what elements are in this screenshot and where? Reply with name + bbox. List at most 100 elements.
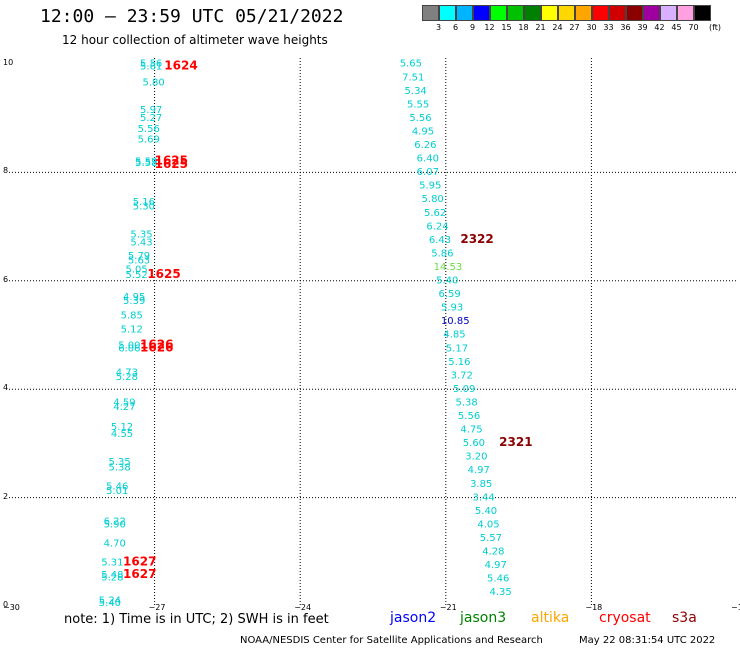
color-swatch-label: 42 (654, 23, 665, 32)
wave-height-value: 5.38 (108, 463, 130, 474)
map-subtitle: 12 hour collection of altimeter wave hei… (62, 33, 328, 47)
lat-tick-label: 0 (3, 600, 9, 609)
color-swatch-label: 30 (586, 23, 597, 32)
lat-tick-label: 10 (3, 58, 14, 67)
lon-tick-label: −18 (585, 603, 603, 612)
wave-height-value: 4.35 (489, 587, 511, 598)
lon-tick-label: −27 (148, 603, 166, 612)
pass-time-label: 1627 (123, 554, 156, 568)
pass-time-label: 2322 (460, 232, 493, 246)
lon-tick-label: −30 (3, 603, 20, 612)
wave-height-value: 4.97 (485, 560, 507, 571)
wave-height-value: 5.63 (128, 255, 150, 266)
wave-height-value: 5.12 (111, 422, 133, 433)
footer-note: note: 1) Time is in UTC; 2) SWH is in fe… (64, 612, 329, 627)
lat-lon-grid (9, 58, 737, 606)
color-swatch (626, 5, 643, 21)
satellite-legend-item: jason3 (460, 610, 507, 626)
color-swatch (694, 5, 711, 21)
wave-height-value: 4.75 (460, 425, 482, 436)
wave-height-value: 5.43 (130, 238, 152, 249)
pass-time-label: 1625 (155, 153, 188, 167)
altimeter-map: 5.565.615.805.975.275.565.695.595.585.16… (9, 58, 737, 606)
lat-tick-label: 4 (3, 383, 9, 393)
satellite-legend-item: altika (531, 610, 570, 626)
wave-height-value: 5.48 (101, 570, 123, 581)
satellite-legend-item: jason2 (390, 610, 437, 626)
color-swatch-label: 27 (569, 23, 580, 32)
wave-height-value: 4.73 (116, 368, 138, 379)
wave-height-value: 14.53 (434, 262, 463, 273)
color-swatch-label: 3 (435, 23, 442, 32)
color-swatch-label: 15 (501, 23, 512, 32)
wave-height-value: 5.09 (453, 384, 475, 395)
pass-time-label: 1624 (164, 58, 197, 72)
wave-height-value: 6.59 (439, 289, 461, 300)
color-swatch-label: 12 (484, 23, 495, 32)
wave-height-value: 5.16 (448, 357, 470, 368)
map-title: 12:00 — 23:59 UTC 05/21/2022 (40, 6, 344, 27)
wave-height-value: 5.24 (99, 595, 121, 606)
color-swatch-label: 24 (552, 23, 563, 32)
wave-height-labels: 5.565.615.805.975.275.565.695.595.585.16… (99, 58, 533, 606)
color-swatch-label: 33 (603, 23, 614, 32)
wave-height-value: 4.95 (412, 126, 434, 137)
lon-tick-label: −21 (439, 603, 457, 612)
wave-height-value: 5.46 (487, 574, 509, 585)
color-swatch (643, 5, 660, 21)
wave-height-value: 6.40 (417, 154, 439, 165)
pass-time-label: 1626 (140, 338, 173, 352)
satellite-legend-item: cryosat (599, 610, 651, 626)
wave-height-value: 4.97 (468, 465, 490, 476)
wave-height-value: 5.27 (140, 113, 162, 124)
lon-tick-label: −24 (294, 603, 312, 612)
wave-height-value: 5.31 (101, 557, 123, 568)
wave-height-value: 10.85 (441, 316, 470, 327)
color-swatch (609, 5, 626, 21)
color-swatch (422, 5, 439, 21)
pass-time-label: 1626 (140, 340, 173, 354)
wave-height-value: 5.62 (424, 208, 446, 219)
wave-height-value: 5.39 (123, 296, 145, 307)
wave-height-value: 3.20 (465, 452, 487, 463)
wave-height-value: 5.01 (106, 486, 128, 497)
credit-line: NOAA/NESDIS Center for Satellite Applica… (240, 635, 543, 646)
color-swatch-label: 6 (452, 23, 459, 32)
wave-height-value: 5.16 (133, 197, 155, 208)
wave-height-value: 5.40 (475, 506, 497, 517)
wave-height-value: 5.86 (431, 248, 453, 259)
generation-timestamp: May 22 08:31:54 UTC 2022 (579, 635, 716, 646)
color-swatch (473, 5, 490, 21)
wave-height-value: 5.97 (140, 105, 162, 116)
wave-height-value: 5.05 (125, 265, 147, 276)
wave-height-value: 5.57 (480, 533, 502, 544)
color-swatch (456, 5, 473, 21)
wave-height-value: 5.60 (463, 438, 485, 449)
wave-height-value: 5.40 (436, 276, 458, 287)
wave-height-value: 4.28 (482, 547, 504, 558)
lon-tick-label: −15 (731, 603, 740, 612)
wave-height-value: 5.59 (135, 156, 157, 167)
color-swatch (677, 5, 694, 21)
color-swatch (439, 5, 456, 21)
color-swatch-label: 9 (469, 23, 476, 32)
color-swatch-label: 21 (535, 23, 546, 32)
wave-height-value: 5.55 (407, 99, 429, 110)
wave-height-value: 5.80 (142, 78, 164, 89)
color-swatch-label: 45 (671, 23, 682, 32)
wave-height-value: 5.28 (116, 372, 138, 383)
pass-time-label: 1625 (147, 267, 180, 281)
wave-height-value: 5.34 (405, 86, 427, 97)
color-swatch-label: 18 (518, 23, 529, 32)
wave-height-value: 4.55 (111, 429, 133, 440)
wave-height-value: 4.85 (443, 330, 465, 341)
wave-height-value: 4.27 (113, 402, 135, 413)
wave-height-value: 3.72 (451, 370, 473, 381)
pass-time-label: 1625 (155, 157, 188, 171)
wave-height-value: 5.00 (118, 341, 140, 352)
color-swatch (558, 5, 575, 21)
wave-height-value: 5.80 (422, 194, 444, 205)
color-swatch-label: 70 (688, 23, 699, 32)
wave-height-value: 5.38 (456, 397, 478, 408)
wave-height-value: 6.07 (417, 167, 439, 178)
